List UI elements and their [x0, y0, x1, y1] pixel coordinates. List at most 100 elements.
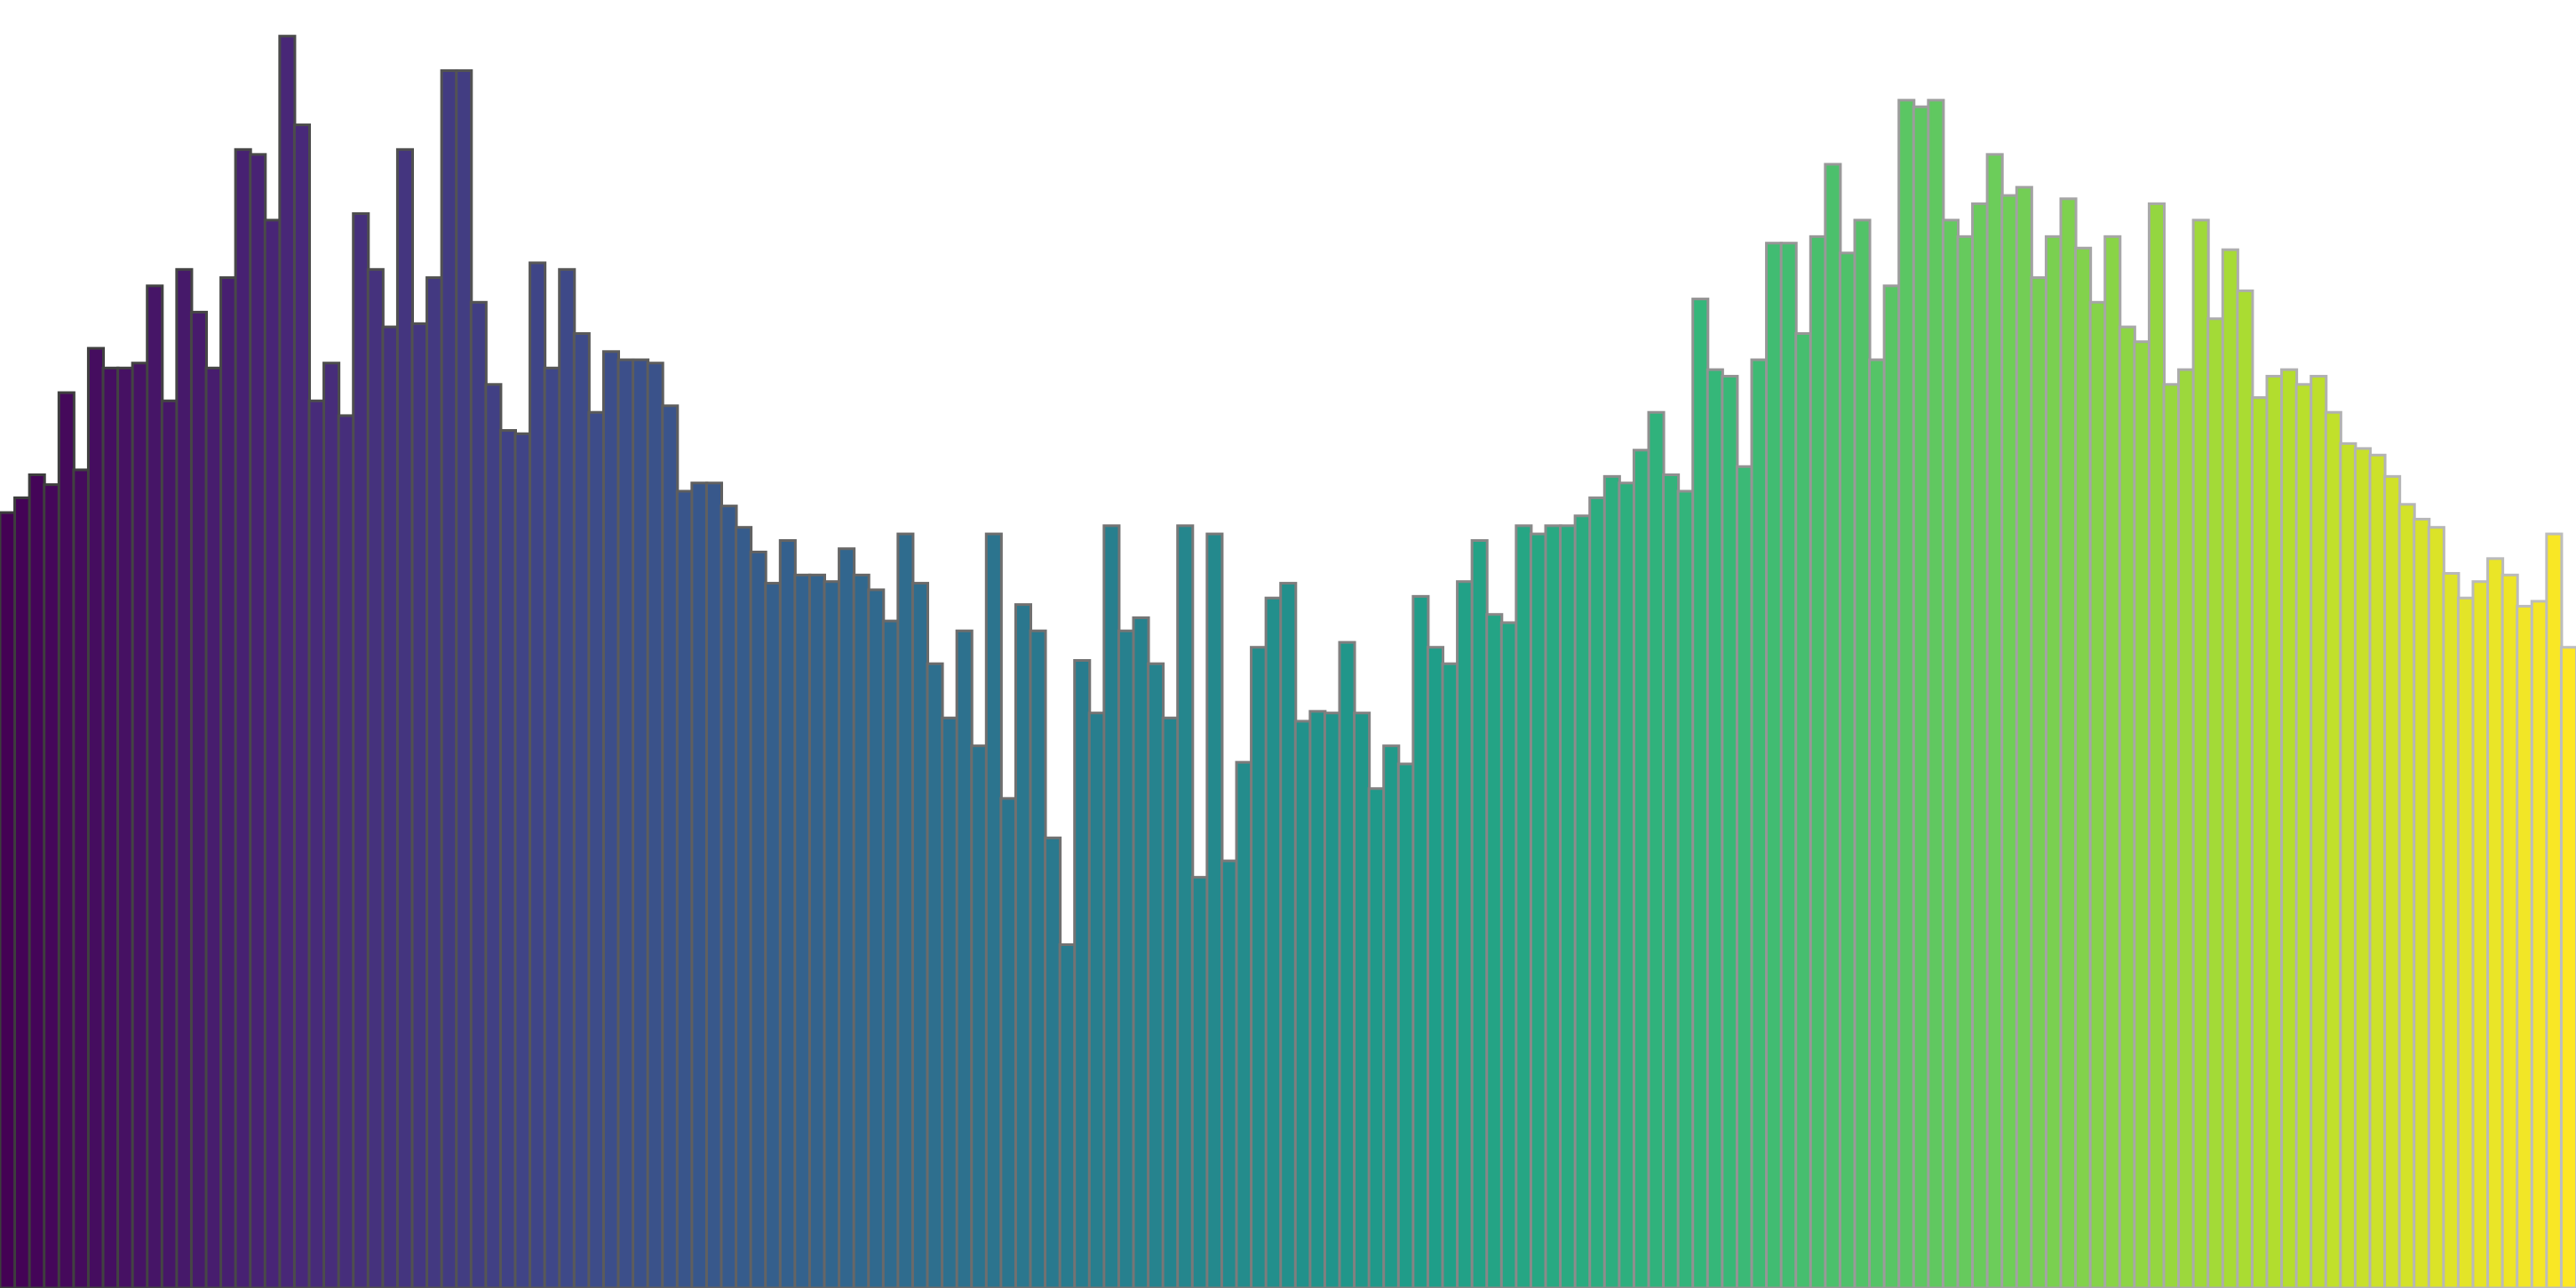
bar [1147, 662, 1165, 1288]
bar [1323, 712, 1342, 1288]
bar [838, 547, 856, 1288]
bar [1264, 596, 1283, 1288]
bar [2368, 453, 2387, 1288]
bar [984, 532, 1003, 1288]
bar [2044, 235, 2063, 1288]
bar [1220, 859, 1239, 1288]
bar [292, 123, 311, 1288]
bar [1293, 720, 1312, 1288]
bar [1573, 514, 1592, 1288]
bar [1559, 524, 1578, 1288]
bar [1087, 712, 1106, 1288]
bar [1985, 153, 2004, 1288]
bar [999, 797, 1018, 1288]
bar [735, 526, 753, 1288]
bar [1044, 836, 1062, 1288]
bar [1971, 202, 1990, 1288]
bar [720, 505, 738, 1288]
bar [2250, 396, 2269, 1288]
bar [2456, 596, 2475, 1288]
bar [175, 267, 194, 1288]
bar [955, 629, 974, 1288]
bar [1338, 640, 1356, 1288]
bar [2177, 368, 2196, 1288]
bar [1779, 242, 1798, 1288]
bar [2545, 532, 2564, 1288]
bar [2353, 447, 2372, 1288]
bar [2265, 375, 2284, 1288]
bar [2530, 600, 2548, 1288]
bar [881, 619, 900, 1288]
bar [1618, 481, 1636, 1288]
bar [2074, 246, 2093, 1288]
bar [484, 383, 503, 1288]
bar [57, 391, 76, 1288]
bar [1647, 410, 1666, 1288]
bar [1250, 646, 1268, 1288]
bar [1676, 489, 1695, 1288]
bar [1838, 251, 1856, 1288]
bar [970, 744, 989, 1288]
bar [1367, 787, 1386, 1288]
bar [1205, 532, 1224, 1288]
bar [1868, 358, 1887, 1288]
bar [352, 211, 370, 1288]
bar [601, 350, 621, 1288]
bar [0, 511, 17, 1288]
bar [2294, 383, 2313, 1288]
bar [529, 261, 547, 1288]
bar [941, 716, 959, 1288]
bar [131, 362, 149, 1288]
bar [1411, 594, 1430, 1288]
bar [852, 573, 871, 1288]
bar [1588, 496, 1607, 1288]
bar [337, 414, 355, 1288]
bar [926, 662, 944, 1288]
bar [1117, 629, 1136, 1288]
bar [661, 404, 680, 1288]
bar [1927, 99, 1945, 1288]
bar [1499, 621, 1518, 1288]
bar [616, 358, 635, 1288]
bar [1176, 524, 1195, 1288]
bar [1544, 524, 1562, 1288]
bar [1941, 219, 1960, 1288]
bar [2088, 300, 2107, 1288]
bar [146, 284, 164, 1288]
bar [2147, 202, 2166, 1288]
bar [278, 35, 297, 1288]
bar [2383, 474, 2402, 1288]
bar [1824, 163, 1842, 1288]
bar [749, 550, 767, 1288]
bar [1794, 331, 1813, 1288]
bar [896, 532, 915, 1288]
bar [381, 325, 400, 1288]
bar [1456, 580, 1475, 1288]
bar [1396, 762, 1415, 1288]
bar [2162, 383, 2181, 1288]
bar [1882, 284, 1901, 1288]
bar [778, 538, 797, 1288]
bar [28, 473, 46, 1288]
bar [2500, 573, 2519, 1288]
bar [455, 69, 473, 1288]
bar [513, 432, 532, 1288]
bar [793, 573, 812, 1288]
bar [1485, 613, 1504, 1288]
bar [1161, 716, 1180, 1288]
bar [1029, 629, 1047, 1288]
bar [1382, 744, 1401, 1288]
bar [823, 580, 841, 1288]
bar [1014, 603, 1033, 1288]
bar [704, 481, 724, 1288]
bar [1426, 646, 1445, 1288]
bar [1058, 942, 1077, 1288]
bar [1853, 219, 1872, 1288]
bar [2118, 325, 2136, 1288]
bar [1353, 712, 1371, 1288]
bar [558, 267, 576, 1288]
bar [1809, 235, 1827, 1288]
bar [1470, 538, 1489, 1288]
bar [1279, 582, 1298, 1288]
